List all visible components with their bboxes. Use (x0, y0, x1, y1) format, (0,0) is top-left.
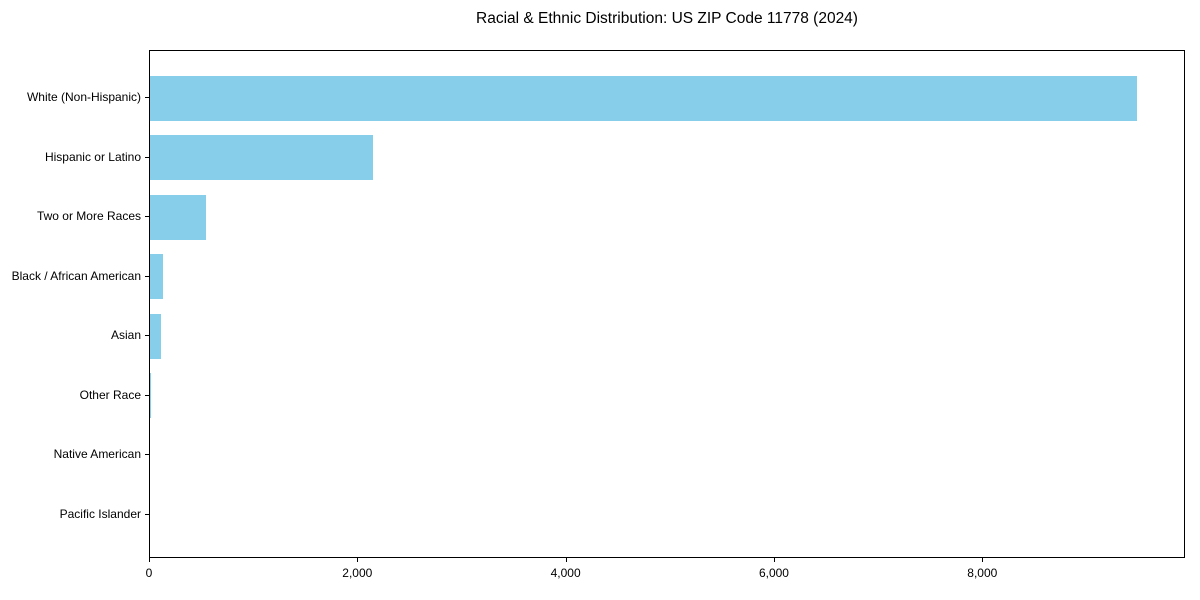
bar (150, 254, 163, 300)
chart-title: Racial & Ethnic Distribution: US ZIP Cod… (476, 10, 858, 27)
bar (150, 135, 374, 181)
bar (150, 373, 152, 419)
bar (150, 75, 1138, 121)
y-tick-mark (145, 394, 149, 396)
x-tick-mark (565, 558, 567, 562)
y-tick-label: Two or More Races (36, 209, 141, 224)
y-tick-mark (145, 156, 149, 158)
bar (150, 194, 207, 240)
y-tick-label: Black / African American (11, 268, 141, 283)
y-tick-label: Asian (110, 328, 141, 343)
x-tick-mark (149, 558, 150, 562)
y-tick-label: White (Non-Hispanic) (26, 90, 141, 104)
y-tick-mark (145, 335, 149, 337)
y-tick-mark (145, 275, 149, 277)
y-tick-label: Native American (53, 447, 141, 462)
y-tick-label: Hispanic or Latino (44, 149, 141, 164)
x-tick-label: 0 (145, 566, 153, 580)
y-tick-mark (145, 97, 149, 98)
x-tick-label: 2,000 (342, 566, 373, 580)
x-tick-mark (357, 558, 359, 562)
y-tick-label: Other Race (79, 387, 141, 402)
x-tick-mark (982, 558, 984, 562)
y-tick-mark (145, 216, 149, 218)
bar (150, 313, 162, 359)
x-tick-label: 6,000 (758, 566, 789, 580)
x-tick-label: 8,000 (967, 566, 998, 580)
y-tick-mark (145, 513, 149, 515)
x-tick-mark (773, 558, 775, 562)
x-tick-label: 4,000 (550, 566, 581, 580)
plot-area (149, 50, 1185, 558)
y-tick-label: Pacific Islander (59, 506, 141, 521)
y-tick-mark (145, 454, 149, 456)
